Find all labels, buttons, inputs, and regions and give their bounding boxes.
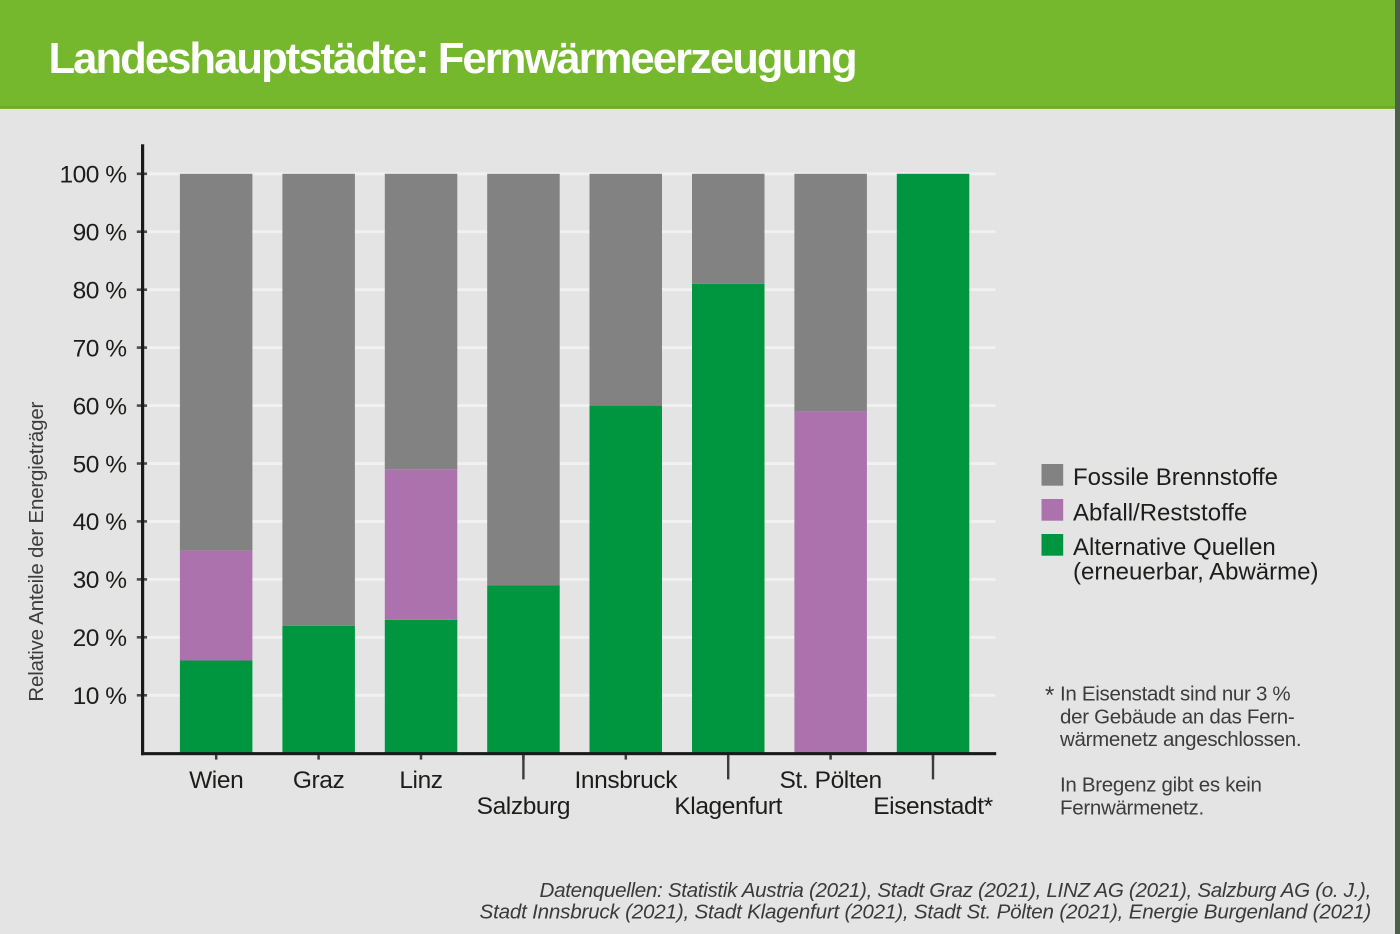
svg-text:Relative Anteile der Energietr: Relative Anteile der Energieträger: [25, 401, 48, 701]
svg-text:Fossile Brennstoffe: Fossile Brennstoffe: [1073, 464, 1278, 491]
svg-text:100 %: 100 %: [60, 162, 127, 189]
svg-text:Innsbruck: Innsbruck: [574, 767, 678, 794]
svg-text:Eisenstadt*: Eisenstadt*: [873, 793, 993, 820]
svg-text:90 %: 90 %: [73, 220, 127, 247]
svg-text:10 %: 10 %: [73, 683, 127, 710]
svg-text:Wien: Wien: [189, 767, 243, 794]
svg-text:Stadt Innsbruck (2021), Stadt: Stadt Innsbruck (2021), Stadt Klagenfurt…: [480, 901, 1371, 924]
svg-text:Abfall/Reststoffe: Abfall/Reststoffe: [1073, 499, 1247, 526]
svg-text:Salzburg: Salzburg: [477, 793, 571, 820]
svg-text:In Bregenz gibt es kein: In Bregenz gibt es kein: [1060, 774, 1262, 797]
svg-text:Klagenfurt: Klagenfurt: [674, 793, 782, 820]
svg-text:Graz: Graz: [293, 767, 345, 794]
svg-text:70 %: 70 %: [73, 335, 127, 362]
svg-text:Alternative Quellen: Alternative Quellen: [1073, 534, 1276, 561]
svg-text:Fernwärmenetz.: Fernwärmenetz.: [1060, 796, 1204, 819]
svg-text:In Eisenstadt sind nur 3 %: In Eisenstadt sind nur 3 %: [1060, 683, 1290, 706]
svg-text:wärmenetz angeschlossen.: wärmenetz angeschlossen.: [1059, 728, 1301, 751]
svg-text:20 %: 20 %: [73, 625, 127, 652]
svg-text:Linz: Linz: [399, 767, 442, 794]
svg-text:*: *: [1045, 682, 1054, 709]
svg-text:der Gebäude an das Fern-: der Gebäude an das Fern-: [1060, 705, 1294, 728]
svg-text:40 %: 40 %: [73, 509, 127, 536]
svg-text:Datenquellen: Statistik Austri: Datenquellen: Statistik Austria (2021), …: [540, 879, 1371, 902]
svg-text:80 %: 80 %: [73, 277, 127, 304]
svg-text:50 %: 50 %: [73, 451, 127, 478]
svg-text:Landeshauptstädte: Fernwärmeer: Landeshauptstädte: Fernwärmeerzeugung: [49, 35, 856, 83]
svg-text:St. Pölten: St. Pölten: [779, 767, 881, 794]
svg-text:30 %: 30 %: [73, 567, 127, 594]
svg-text:(erneuerbar, Abwärme): (erneuerbar, Abwärme): [1073, 558, 1318, 585]
svg-text:60 %: 60 %: [73, 393, 127, 420]
